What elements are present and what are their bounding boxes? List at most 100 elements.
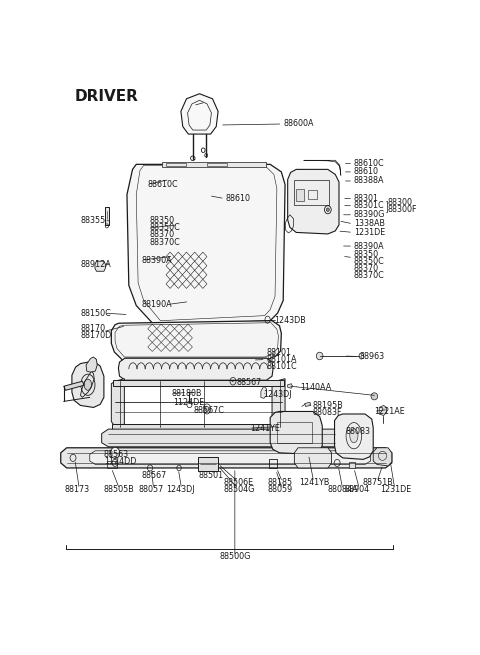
Text: 88101C: 88101C	[266, 362, 297, 371]
Text: 88300: 88300	[387, 198, 412, 207]
Text: 88350: 88350	[354, 250, 379, 259]
Polygon shape	[111, 379, 124, 426]
Bar	[105, 207, 109, 225]
Polygon shape	[90, 451, 371, 464]
Text: 88083F: 88083F	[313, 408, 342, 417]
Text: 1243DB: 1243DB	[274, 316, 306, 325]
Ellipse shape	[205, 406, 209, 411]
Polygon shape	[288, 170, 339, 234]
Bar	[107, 461, 117, 468]
Polygon shape	[379, 405, 386, 415]
Ellipse shape	[350, 428, 358, 443]
Polygon shape	[61, 448, 392, 468]
Text: 88059: 88059	[267, 485, 293, 494]
Text: 88912A: 88912A	[81, 259, 111, 269]
Bar	[269, 459, 276, 468]
Polygon shape	[305, 402, 311, 406]
Polygon shape	[270, 411, 322, 455]
Bar	[349, 462, 355, 468]
Polygon shape	[112, 424, 284, 430]
Text: 88390G: 88390G	[354, 210, 385, 219]
Text: 1124DD: 1124DD	[104, 457, 136, 466]
Text: 1243DJ: 1243DJ	[166, 485, 194, 494]
Ellipse shape	[326, 208, 329, 212]
Polygon shape	[95, 261, 106, 271]
Text: 88301: 88301	[354, 194, 379, 203]
Text: 88370: 88370	[149, 231, 174, 240]
Text: DRIVER: DRIVER	[75, 88, 139, 103]
Ellipse shape	[84, 379, 92, 390]
Text: 88370: 88370	[354, 264, 379, 272]
Text: 1243DJ: 1243DJ	[263, 390, 291, 399]
Text: 88390A: 88390A	[354, 242, 384, 251]
Text: 1338AB: 1338AB	[354, 219, 385, 229]
Text: 88563: 88563	[104, 450, 129, 459]
Text: 88610: 88610	[354, 168, 379, 176]
Polygon shape	[261, 386, 266, 398]
Bar	[294, 181, 329, 204]
Text: 88170D: 88170D	[81, 331, 112, 340]
Polygon shape	[288, 384, 292, 388]
Text: 88506E: 88506E	[224, 477, 254, 487]
Polygon shape	[335, 414, 373, 459]
Polygon shape	[64, 381, 84, 390]
Text: 88180B: 88180B	[172, 389, 202, 398]
Text: 88567: 88567	[237, 378, 262, 386]
Ellipse shape	[371, 393, 378, 400]
Text: 88904: 88904	[345, 485, 370, 494]
Text: 88170: 88170	[81, 324, 106, 333]
Text: 88567: 88567	[141, 471, 167, 480]
Text: 1231DE: 1231DE	[380, 485, 411, 494]
Ellipse shape	[110, 447, 120, 458]
Text: 88388A: 88388A	[354, 176, 384, 185]
Text: 88963: 88963	[360, 352, 384, 361]
Text: 1140AA: 1140AA	[300, 383, 331, 392]
Text: 88610C: 88610C	[147, 180, 178, 189]
Text: 1221AE: 1221AE	[374, 407, 405, 416]
Text: 88751B: 88751B	[362, 477, 393, 487]
Polygon shape	[113, 380, 284, 386]
Polygon shape	[119, 358, 273, 380]
Text: 88610: 88610	[226, 194, 251, 203]
Polygon shape	[102, 429, 342, 447]
Polygon shape	[93, 358, 96, 365]
Text: 88101A: 88101A	[266, 355, 297, 364]
Text: 88195B: 88195B	[313, 401, 344, 410]
Text: 88501: 88501	[198, 471, 224, 480]
Text: 88185: 88185	[267, 477, 293, 487]
Text: 88370C: 88370C	[149, 238, 180, 246]
Text: 88301C: 88301C	[354, 201, 384, 210]
Text: 88500G: 88500G	[220, 552, 252, 561]
Bar	[207, 163, 228, 166]
Polygon shape	[272, 379, 285, 426]
Text: 88350: 88350	[149, 216, 174, 225]
Polygon shape	[294, 448, 332, 468]
Polygon shape	[72, 361, 104, 407]
Text: 88504G: 88504G	[224, 485, 255, 494]
Text: 88600A: 88600A	[283, 119, 314, 128]
Text: 88190A: 88190A	[142, 300, 172, 309]
Bar	[198, 457, 218, 471]
Polygon shape	[111, 321, 281, 360]
Text: 88350C: 88350C	[149, 223, 180, 233]
Text: 88150C: 88150C	[81, 309, 111, 318]
Ellipse shape	[316, 352, 323, 360]
Bar	[276, 422, 312, 443]
Text: 88083: 88083	[346, 427, 371, 436]
Text: 88300F: 88300F	[387, 205, 417, 214]
Bar	[296, 189, 304, 200]
Text: 88101: 88101	[266, 348, 291, 358]
Text: 88084A: 88084A	[328, 485, 359, 494]
Text: 88390A: 88390A	[142, 255, 172, 265]
Polygon shape	[86, 357, 97, 372]
Text: 1231DE: 1231DE	[354, 228, 385, 237]
Bar	[166, 163, 186, 166]
Text: 88057: 88057	[138, 485, 163, 494]
Polygon shape	[127, 164, 285, 326]
Text: 88505B: 88505B	[104, 485, 135, 494]
Text: 88173: 88173	[64, 485, 90, 494]
Text: 88355: 88355	[81, 216, 106, 225]
Polygon shape	[181, 94, 218, 134]
Bar	[309, 189, 317, 198]
Polygon shape	[373, 448, 392, 466]
